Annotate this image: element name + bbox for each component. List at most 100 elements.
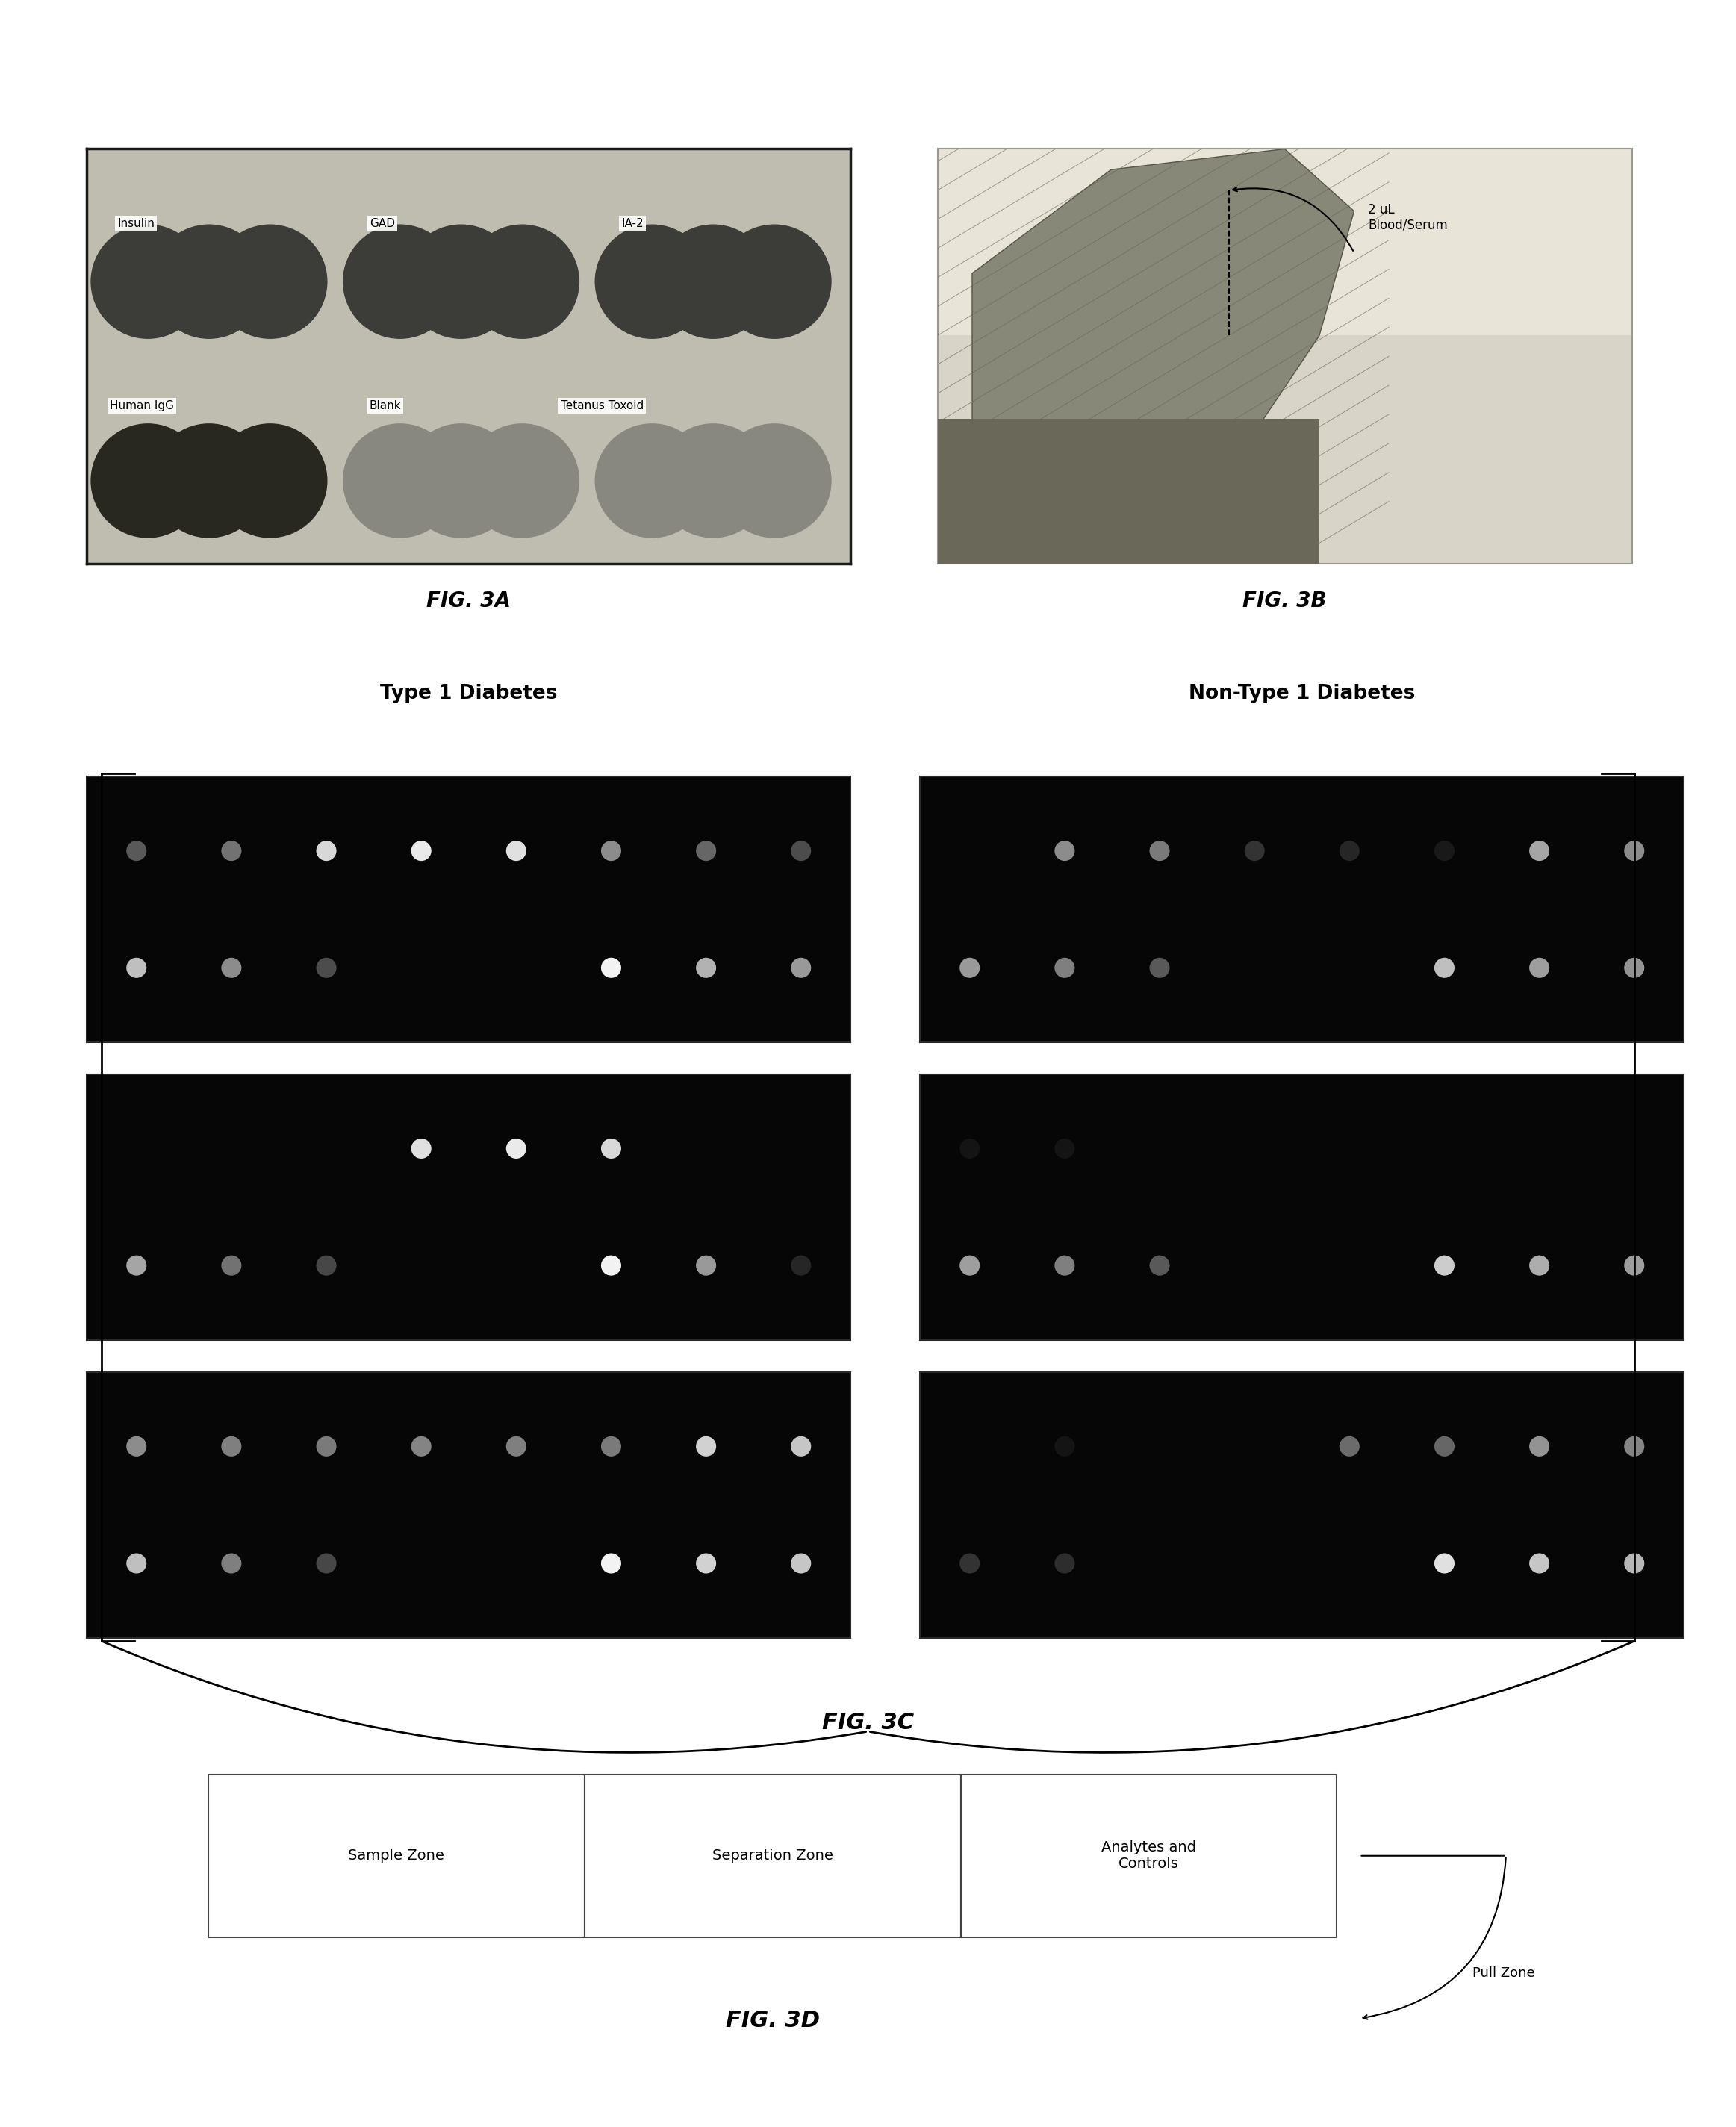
Ellipse shape xyxy=(1054,1436,1075,1457)
Ellipse shape xyxy=(1625,957,1644,978)
Text: FIG. 3D: FIG. 3D xyxy=(726,2010,819,2031)
Ellipse shape xyxy=(792,840,811,861)
Text: Type 1 Diabetes: Type 1 Diabetes xyxy=(380,683,557,704)
Polygon shape xyxy=(972,149,1354,564)
Ellipse shape xyxy=(151,423,266,538)
Text: FIG. 3B: FIG. 3B xyxy=(1243,591,1326,610)
Ellipse shape xyxy=(1625,840,1644,861)
Ellipse shape xyxy=(656,423,771,538)
Ellipse shape xyxy=(656,223,771,338)
Ellipse shape xyxy=(1529,1436,1550,1457)
Ellipse shape xyxy=(1434,840,1455,861)
Ellipse shape xyxy=(1054,840,1075,861)
Ellipse shape xyxy=(316,840,337,861)
Ellipse shape xyxy=(1434,1553,1455,1574)
Ellipse shape xyxy=(411,840,431,861)
FancyBboxPatch shape xyxy=(585,1774,960,1938)
Ellipse shape xyxy=(316,1436,337,1457)
Ellipse shape xyxy=(601,957,621,978)
Ellipse shape xyxy=(960,957,979,978)
Ellipse shape xyxy=(404,223,519,338)
Ellipse shape xyxy=(595,423,710,538)
Text: Blank: Blank xyxy=(370,400,401,413)
Text: FIG. 3C: FIG. 3C xyxy=(823,1712,913,1734)
Text: GAD: GAD xyxy=(370,217,394,230)
Text: FIG. 3A: FIG. 3A xyxy=(427,591,510,610)
Ellipse shape xyxy=(214,423,328,538)
Ellipse shape xyxy=(601,1255,621,1276)
FancyBboxPatch shape xyxy=(208,1774,585,1938)
Text: Sample Zone: Sample Zone xyxy=(349,1848,444,1863)
Ellipse shape xyxy=(792,1255,811,1276)
Ellipse shape xyxy=(220,957,241,978)
Ellipse shape xyxy=(90,223,205,338)
Ellipse shape xyxy=(696,840,717,861)
Ellipse shape xyxy=(601,1138,621,1159)
Ellipse shape xyxy=(696,1436,717,1457)
Ellipse shape xyxy=(1434,1436,1455,1457)
Ellipse shape xyxy=(1054,1553,1075,1574)
Ellipse shape xyxy=(1054,1255,1075,1276)
Ellipse shape xyxy=(220,1553,241,1574)
Ellipse shape xyxy=(601,1553,621,1574)
Ellipse shape xyxy=(960,1553,979,1574)
Ellipse shape xyxy=(220,1436,241,1457)
Ellipse shape xyxy=(220,1255,241,1276)
Ellipse shape xyxy=(127,957,146,978)
FancyBboxPatch shape xyxy=(960,1774,1337,1938)
Ellipse shape xyxy=(1054,1138,1075,1159)
Ellipse shape xyxy=(792,1436,811,1457)
Ellipse shape xyxy=(1434,1255,1455,1276)
Ellipse shape xyxy=(220,840,241,861)
Ellipse shape xyxy=(507,1436,526,1457)
Ellipse shape xyxy=(90,423,205,538)
Ellipse shape xyxy=(1149,1255,1170,1276)
Ellipse shape xyxy=(1529,1553,1550,1574)
Ellipse shape xyxy=(696,957,717,978)
Ellipse shape xyxy=(1529,957,1550,978)
Ellipse shape xyxy=(1529,840,1550,861)
Text: Analytes and
Controls: Analytes and Controls xyxy=(1101,1840,1196,1872)
Ellipse shape xyxy=(696,1553,717,1574)
Ellipse shape xyxy=(960,1138,979,1159)
Ellipse shape xyxy=(404,423,519,538)
Ellipse shape xyxy=(316,1553,337,1574)
Ellipse shape xyxy=(1434,957,1455,978)
Ellipse shape xyxy=(1625,1436,1644,1457)
Bar xyxy=(937,419,1319,564)
Ellipse shape xyxy=(595,223,710,338)
Text: Tetanus Toxoid: Tetanus Toxoid xyxy=(561,400,644,413)
Bar xyxy=(937,149,1632,336)
Ellipse shape xyxy=(717,423,832,538)
Ellipse shape xyxy=(1054,957,1075,978)
Ellipse shape xyxy=(316,1255,337,1276)
Ellipse shape xyxy=(465,223,580,338)
Ellipse shape xyxy=(411,1138,431,1159)
Ellipse shape xyxy=(696,1255,717,1276)
Ellipse shape xyxy=(465,423,580,538)
Ellipse shape xyxy=(411,1436,431,1457)
Text: Insulin: Insulin xyxy=(118,217,155,230)
Ellipse shape xyxy=(1625,1553,1644,1574)
Ellipse shape xyxy=(1149,957,1170,978)
Ellipse shape xyxy=(1529,1255,1550,1276)
Ellipse shape xyxy=(601,840,621,861)
Text: Pull Zone: Pull Zone xyxy=(1472,1967,1535,1980)
Ellipse shape xyxy=(127,1255,146,1276)
Text: Separation Zone: Separation Zone xyxy=(712,1848,833,1863)
Ellipse shape xyxy=(1340,1436,1359,1457)
Ellipse shape xyxy=(151,223,266,338)
Text: IA-2: IA-2 xyxy=(621,217,644,230)
Ellipse shape xyxy=(960,1255,979,1276)
Ellipse shape xyxy=(792,1553,811,1574)
Ellipse shape xyxy=(1149,840,1170,861)
Ellipse shape xyxy=(214,223,328,338)
Ellipse shape xyxy=(342,423,457,538)
Ellipse shape xyxy=(127,840,146,861)
Ellipse shape xyxy=(507,1138,526,1159)
Ellipse shape xyxy=(1245,840,1264,861)
Ellipse shape xyxy=(717,223,832,338)
Ellipse shape xyxy=(342,223,457,338)
Ellipse shape xyxy=(127,1436,146,1457)
Ellipse shape xyxy=(316,957,337,978)
